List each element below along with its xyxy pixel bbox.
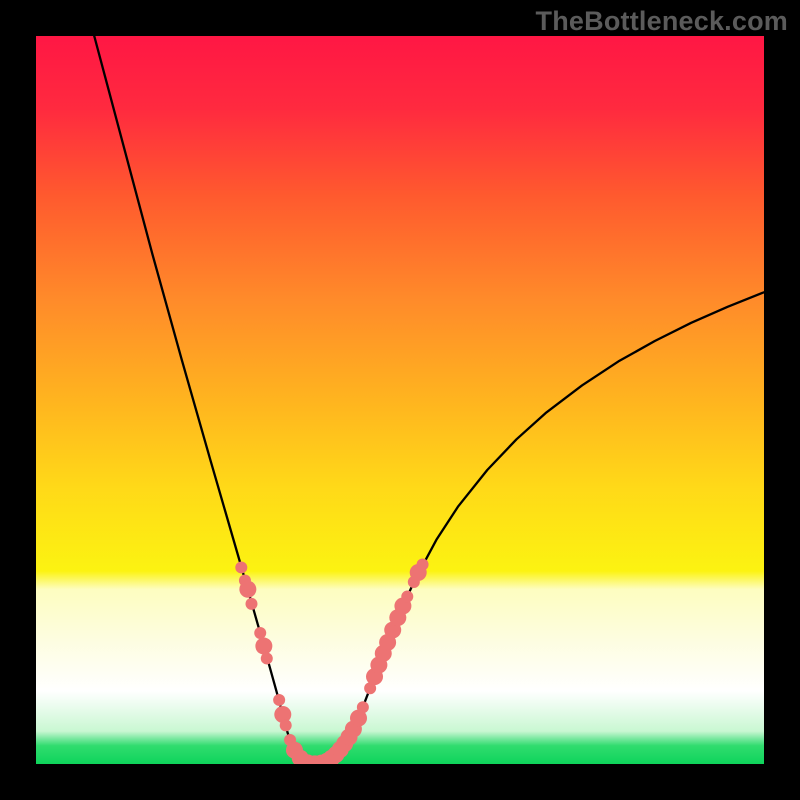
curve-marker: [357, 701, 369, 713]
chart-svg: [0, 0, 800, 800]
watermark-text: TheBottleneck.com: [536, 6, 788, 37]
curve-marker: [417, 559, 429, 571]
gradient-background: [36, 36, 764, 764]
curve-marker: [254, 627, 266, 639]
curve-marker: [401, 591, 413, 603]
curve-marker: [261, 652, 273, 664]
curve-marker: [273, 694, 285, 706]
curve-marker: [280, 719, 292, 731]
chart-container: TheBottleneck.com: [0, 0, 800, 800]
curve-marker: [255, 638, 272, 655]
curve-marker: [245, 598, 257, 610]
curve-marker: [239, 581, 256, 598]
curve-marker: [235, 561, 247, 573]
